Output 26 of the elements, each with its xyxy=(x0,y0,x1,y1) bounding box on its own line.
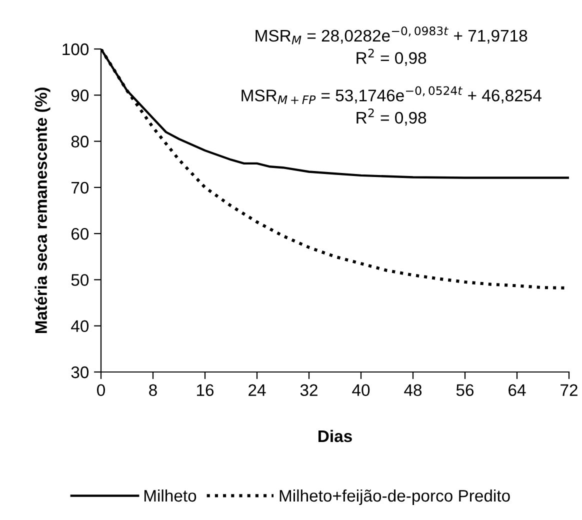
y-tick-label: 80 xyxy=(71,136,89,148)
x-tick-label: 48 xyxy=(404,384,422,396)
x-axis-title: Dias xyxy=(318,430,352,442)
annotation: MSR$_{M+FP}$ = 53,1746e$^{−0,0524t}$ + 46,8254 xyxy=(242,86,542,104)
annotation: R$^{2}$ = 0,98 xyxy=(356,48,426,66)
x-tick-label: 40 xyxy=(352,384,370,396)
y-tick-label: 40 xyxy=(71,320,89,332)
x-tick-label: 8 xyxy=(149,384,157,396)
x-tick-label: 24 xyxy=(248,384,266,396)
y-tick-label: 30 xyxy=(71,366,89,378)
legend-label: Milheto xyxy=(144,489,196,502)
y-axis-title: Matéria seca remanescente (%) xyxy=(34,88,50,334)
x-tick-label: 64 xyxy=(508,384,526,396)
y-tick-label: 50 xyxy=(71,274,89,286)
x-tick-label: 72 xyxy=(560,384,578,396)
y-tick-label: 70 xyxy=(72,182,89,194)
y-tick-label: 100 xyxy=(62,43,89,56)
x-tick-label: 32 xyxy=(300,384,318,396)
text: MSR$_{M}$ = 28,0282e$^{−0,0983t}$ + 71,9718 xyxy=(256,26,528,44)
annotation: R$^{2}$ = 0,98 xyxy=(356,108,426,126)
x-tick-label: 56 xyxy=(456,384,474,396)
legend-label: Milheto+feijão-de-porco Predito xyxy=(280,489,510,505)
y-tick-label: 60 xyxy=(72,228,89,240)
y-tick-label: 90 xyxy=(71,90,89,102)
x-tick-label: 16 xyxy=(197,384,214,396)
x-tick-label: 0 xyxy=(97,384,105,396)
